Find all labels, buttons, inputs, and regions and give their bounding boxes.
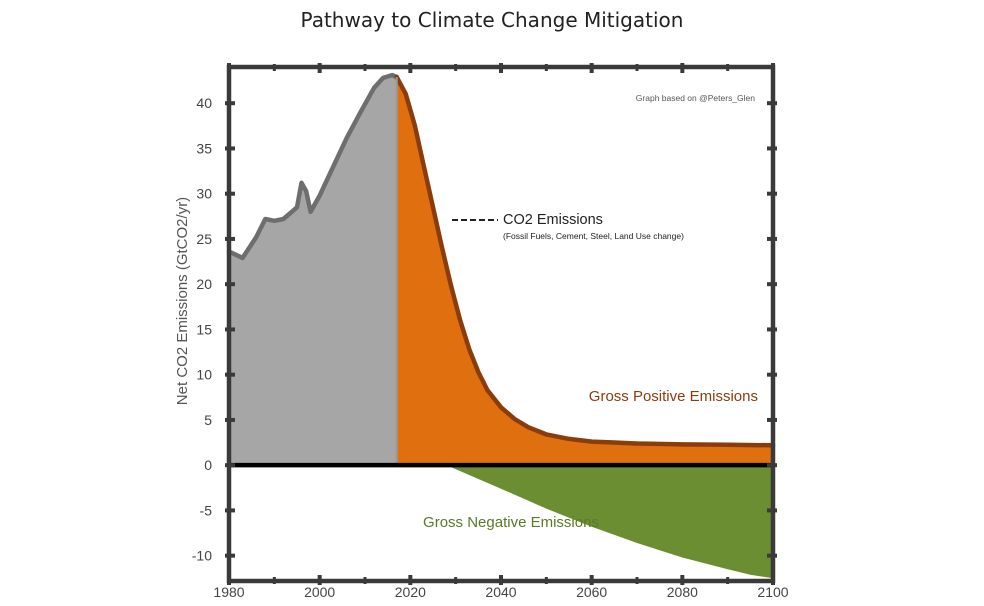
y-tick-label: 10 — [196, 367, 212, 383]
tick-layer — [225, 63, 777, 585]
area-co2-emissions-0 — [229, 75, 397, 466]
area-gross-negative-emissions-2 — [446, 465, 773, 579]
area-layer — [226, 72, 776, 579]
y-tick-label: 5 — [204, 412, 212, 428]
area-gross-positive-emissions-1 — [396, 77, 773, 466]
y-tick-label: 25 — [196, 231, 212, 247]
y-tick-label: 30 — [196, 186, 212, 202]
y-tick-label: -10 — [192, 548, 212, 564]
label-gross-negative: Gross Negative Emissions — [423, 514, 599, 531]
y-tick-label: 20 — [196, 276, 212, 292]
label-gross-positive: Gross Positive Emissions — [589, 388, 758, 405]
x-tick-label: 2080 — [667, 584, 698, 600]
x-tick-label: 2000 — [304, 584, 335, 600]
y-tick-label: 35 — [196, 140, 212, 156]
x-tick-label: 2100 — [757, 584, 788, 600]
y-tick-label: 0 — [204, 457, 212, 473]
y-tick-label: 40 — [196, 95, 212, 111]
series-line-0 — [226, 72, 399, 261]
label-layer: 40 35 30 25 20 15 10 5 0 -5 -10 1980 2000 2020 2040 206… — [192, 95, 789, 600]
chart-title: Pathway to Climate Change Mitigation — [300, 8, 684, 32]
x-tick-label: 2060 — [576, 584, 607, 600]
y-axis-title: Net CO2 Emissions (GtCO2/yr) — [174, 197, 191, 405]
annotation-main: CO2 Emissions — [503, 212, 603, 228]
annotation-sub: (Fossil Fuels, Cement, Steel, Land Use c… — [503, 231, 684, 241]
credit-text: Graph based on @Peters_Glen — [636, 93, 755, 103]
y-tick-label: 15 — [196, 321, 212, 337]
y-tick-label: -5 — [200, 502, 213, 518]
series-line-1 — [394, 74, 776, 448]
x-tick-label: 2040 — [485, 584, 516, 600]
x-tick-label: 1980 — [213, 584, 244, 600]
x-tick-label: 2020 — [395, 584, 426, 600]
